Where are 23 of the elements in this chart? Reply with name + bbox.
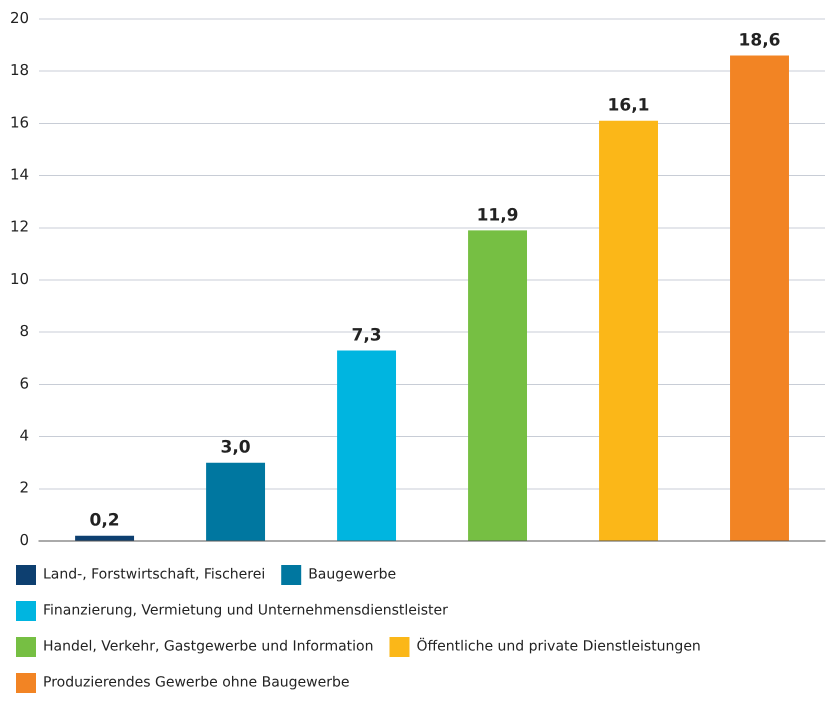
y-tick-label: 0 xyxy=(20,530,30,549)
y-tick-label: 4 xyxy=(20,426,30,444)
y-tick-label: 16 xyxy=(10,113,30,132)
data-label: 7,3 xyxy=(351,325,382,346)
data-label: 16,1 xyxy=(608,96,650,116)
y-tick-label: 20 xyxy=(10,8,30,27)
legend-label: Finanzierung, Vermietung und Unternehmensdienstleister xyxy=(43,602,448,619)
y-tick-label: 18 xyxy=(10,61,30,80)
legend-label: Produzierendes Gewerbe ohne Baugewerbe xyxy=(43,674,350,691)
data-label: 11,9 xyxy=(476,205,519,226)
y-tick-label: 6 xyxy=(20,374,30,392)
legend-label: Baugewerbe xyxy=(308,566,396,583)
legend-label: Handel, Verkehr, Gastgewerbe und Information xyxy=(43,638,374,655)
y-tick-label: 12 xyxy=(10,218,30,236)
data-label: 0,2 xyxy=(90,510,120,531)
y-tick-label: 2 xyxy=(20,478,30,497)
data-label: 3,0 xyxy=(220,438,251,458)
y-tick-label: 14 xyxy=(10,165,30,184)
legend-label: Land-, Forstwirtschaft, Fischerei xyxy=(43,566,266,583)
y-tick-label: 8 xyxy=(20,322,30,340)
data-label: 18,6 xyxy=(738,30,780,50)
y-tick-label: 10 xyxy=(10,270,30,288)
legend-label: Öffentliche und private Dienstleistungen xyxy=(416,638,701,655)
